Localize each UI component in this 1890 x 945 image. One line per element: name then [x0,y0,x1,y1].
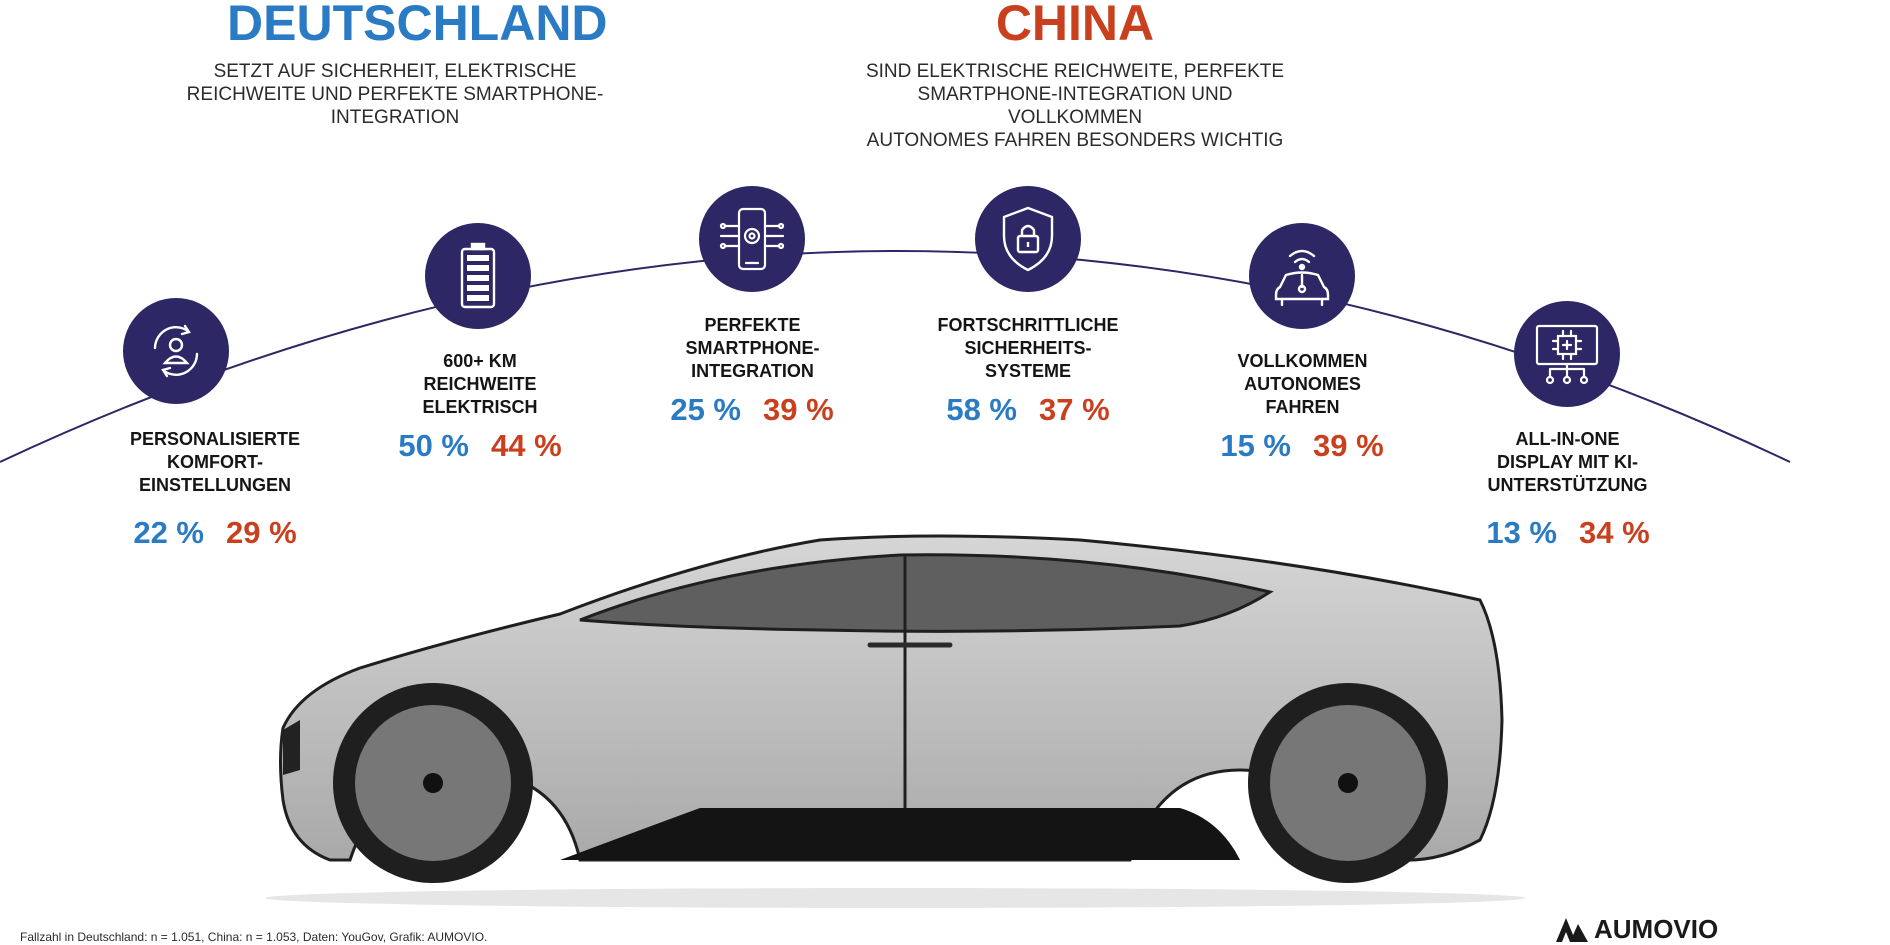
feature-label-sicherheit: FORTSCHRITTLICHE SICHERHEITS- SYSTEME [918,314,1138,383]
feature-label-line: ELEKTRISCH [422,397,538,417]
brand-logo: AUMOVIO [1556,914,1718,945]
china-subtitle: SIND ELEKTRISCHE REICHWEITE, PERFEKTE SM… [850,60,1300,152]
pct-reichweite: 50 % 44 % [380,428,580,464]
germany-subtitle: SETZT AUF SICHERHEIT, ELEKTRISCHE REICHW… [150,60,640,129]
feature-label-line: FAHREN [1265,397,1340,417]
pct-china: 39 % [1313,428,1384,463]
smartphone-icon [699,186,805,292]
pct-autonom: 15 % 39 % [1202,428,1402,464]
pct-personalisierte: 22 % 29 % [100,515,330,551]
feature-label-line: INTEGRATION [691,361,814,381]
feature-label-autonom: VOLLKOMMEN AUTONOMES FAHREN [1205,350,1400,419]
feature-label-line: ALL-IN-ONE [1515,429,1620,449]
feature-label-line: 600+ KM [443,351,517,371]
pct-germany: 50 % [398,428,469,463]
germany-subtitle-line: SETZT AUF SICHERHEIT, ELEKTRISCHE [213,61,577,82]
brand-logo-icon [1556,917,1588,942]
germany-subtitle-line: REICHWEITE UND PERFEKTE SMARTPHONE-INTEG… [186,84,604,128]
feature-label-line: FORTSCHRITTLICHE [937,315,1119,335]
pct-germany: 22 % [133,515,204,550]
feature-label-line: EINSTELLUNGEN [138,475,291,495]
pct-germany: 25 % [670,392,741,427]
battery-icon [425,223,531,329]
pct-china: 34 % [1579,515,1650,550]
pct-sicherheit: 58 % 37 % [928,392,1128,428]
feature-label-line: SICHERHEITS- [964,338,1092,358]
autonomous-car-icon [1249,223,1355,329]
feature-label-line: AUTONOMES [1244,374,1361,394]
pct-display: 13 % 34 % [1468,515,1668,551]
china-subtitle-line: AUTONOMES FAHREN BESONDERS WICHTIG [866,130,1284,151]
germany-title: DEUTSCHLAND [227,0,608,51]
feature-label-line: SYSTEME [984,361,1072,381]
feature-label-line: PERSONALISIERTE [129,429,301,449]
feature-label-line: KOMFORT- [167,452,263,472]
pct-china: 39 % [763,392,834,427]
feature-label-line: SMARTPHONE- [685,338,820,358]
feature-label-personalisierte: PERSONALISIERTE KOMFORT- EINSTELLUNGEN [100,428,330,497]
display-chip-icon [1514,301,1620,407]
footnote: Fallzahl in Deutschland: n = 1.051, Chin… [20,930,488,944]
pct-china: 44 % [491,428,562,463]
pct-smartphone: 25 % 39 % [652,392,852,428]
pct-germany: 58 % [946,392,1017,427]
feature-label-smartphone: PERFEKTE SMARTPHONE- INTEGRATION [655,314,850,383]
china-subtitle-line: SIND ELEKTRISCHE REICHWEITE, PERFEKTE [865,61,1285,82]
china-title: CHINA [995,0,1155,51]
pct-germany: 13 % [1486,515,1557,550]
feature-label-reichweite: 600+ KM REICHWEITE ELEKTRISCH [385,350,575,419]
brand-name: AUMOVIO [1594,914,1719,944]
pct-china: 29 % [226,515,297,550]
feature-label-line: REICHWEITE [423,374,537,394]
pct-china: 37 % [1039,392,1110,427]
feature-label-line: UNTERSTÜTZUNG [1487,475,1648,495]
china-subtitle-line: SMARTPHONE-INTEGRATION UND VOLLKOMMEN [917,84,1233,128]
person-cycle-icon [123,298,229,404]
feature-label-line: DISPLAY MIT KI- [1496,452,1639,472]
pct-germany: 15 % [1220,428,1291,463]
feature-label-line: VOLLKOMMEN [1237,351,1368,371]
feature-label-display: ALL-IN-ONE DISPLAY MIT KI- UNTERSTÜTZUNG [1465,428,1670,497]
shield-lock-icon [975,186,1081,292]
feature-label-line: PERFEKTE [704,315,801,335]
